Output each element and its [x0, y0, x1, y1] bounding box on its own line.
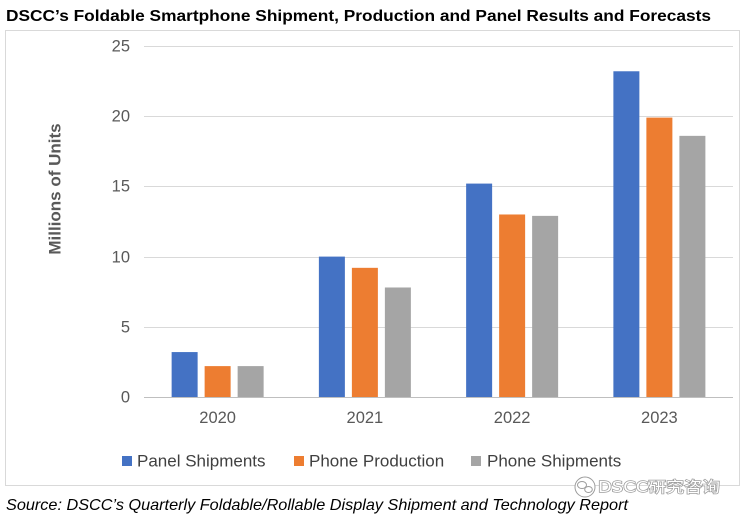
- wechat-icon: [574, 476, 596, 498]
- legend-item-phone-production: Phone Production: [294, 452, 444, 471]
- source-note: Source: DSCC’s Quarterly Foldable/Rollab…: [6, 497, 629, 514]
- bars: [171, 71, 706, 398]
- bar-panel-shipments-2020: [171, 352, 198, 397]
- bar-phone-shipments-2022: [532, 215, 559, 397]
- bar-phone-production-2023: [646, 117, 673, 397]
- legend-item-phone-shipments: Phone Shipments: [471, 452, 621, 471]
- y-tick-label: 25: [112, 38, 130, 56]
- chart-title: DSCC’s Foldable Smartphone Shipment, Pro…: [6, 8, 711, 25]
- chart-frame: [5, 30, 740, 486]
- wechat-icon-bubble-large: [577, 481, 587, 489]
- wechat-icon-bubble-small: [584, 486, 593, 493]
- legend-item-panel-shipments: Panel Shipments: [122, 452, 266, 471]
- bar-panel-shipments-2023: [613, 71, 640, 398]
- legend-swatch-panel-shipments: [122, 456, 132, 466]
- y-tick-label: 5: [121, 319, 130, 337]
- legend-label-panel-shipments: Panel Shipments: [137, 452, 266, 471]
- bar-phone-shipments-2021: [384, 287, 411, 397]
- x-tick-label: 2022: [494, 409, 531, 427]
- legend-label-phone-production: Phone Production: [309, 452, 444, 471]
- x-tick-label: 2020: [199, 409, 236, 427]
- legend-swatch-phone-shipments: [471, 456, 481, 466]
- watermark: DSCC研究咨询: [574, 476, 721, 498]
- legend-label-phone-shipments: Phone Shipments: [487, 452, 621, 471]
- y-axis-ticks: 0 5 10 15 20 25: [112, 38, 130, 407]
- y-tick-label: 15: [112, 178, 130, 196]
- x-tick-label: 2021: [347, 409, 384, 427]
- bar-phone-shipments-2023: [679, 135, 706, 398]
- y-tick-label: 0: [121, 389, 130, 407]
- y-axis-title: Millions of Units: [46, 123, 65, 254]
- legend: Panel Shipments Phone Production Phone S…: [122, 452, 621, 471]
- bar-phone-production-2020: [204, 366, 231, 397]
- watermark-text: DSCC研究咨询: [598, 478, 720, 496]
- y-tick-label: 10: [112, 249, 130, 267]
- legend-swatch-phone-production: [294, 456, 304, 466]
- bar-phone-production-2021: [351, 267, 378, 397]
- bar-phone-shipments-2020: [237, 366, 264, 397]
- x-tick-label: 2023: [641, 409, 678, 427]
- x-axis-ticks: 2020 2021 2022 2023: [199, 409, 677, 427]
- bar-panel-shipments-2022: [466, 183, 493, 397]
- y-tick-label: 20: [112, 108, 130, 126]
- bar-phone-production-2022: [499, 214, 526, 397]
- bar-panel-shipments-2021: [318, 256, 345, 397]
